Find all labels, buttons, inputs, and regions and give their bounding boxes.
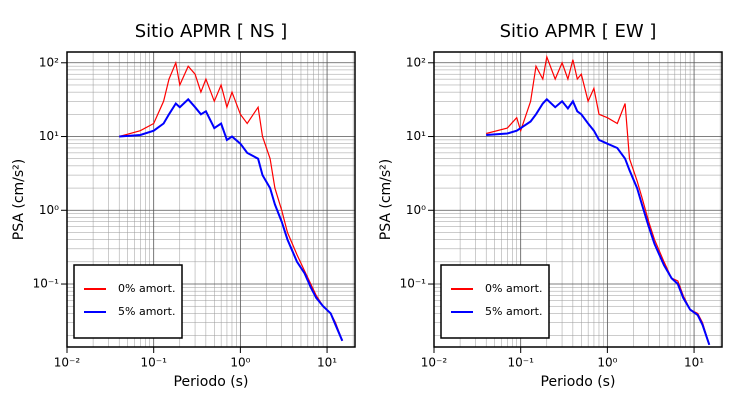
legend-label: 5% amort. — [118, 305, 175, 318]
y-tick-label: 10⁻¹ — [33, 277, 60, 291]
y-axis-label: PSA (cm/s²) — [378, 159, 394, 241]
x-tick-label: 10¹ — [684, 356, 704, 370]
y-tick-label: 10² — [39, 55, 59, 69]
y-tick-label: 10⁰ — [406, 203, 426, 217]
chart-title: Sitio APMR [ NS ] — [135, 21, 288, 42]
y-tick-label: 10¹ — [406, 129, 426, 143]
x-tick-label: 10⁻¹ — [507, 356, 534, 370]
y-tick-label: 10⁰ — [39, 203, 59, 217]
y-tick-label: 10² — [406, 55, 426, 69]
x-axis-label: Periodo (s) — [174, 374, 249, 390]
series-line — [486, 97, 711, 346]
x-tick-label: 10⁻² — [54, 356, 81, 370]
legend-label: 0% amort. — [485, 282, 542, 295]
series-line — [486, 54, 710, 345]
series-line — [119, 97, 344, 342]
x-tick-label: 10¹ — [317, 356, 337, 370]
plot-frame — [66, 51, 356, 348]
legend-label: 0% amort. — [118, 282, 175, 295]
series-line — [119, 60, 343, 342]
x-tick-label: 10⁰ — [230, 356, 250, 370]
y-tick-label: 10⁻¹ — [400, 277, 427, 291]
plot-frame — [433, 51, 723, 348]
y-tick-label: 10¹ — [39, 129, 59, 143]
x-axis-label: Periodo (s) — [541, 374, 616, 390]
legend-label: 5% amort. — [485, 305, 542, 318]
chart-title: Sitio APMR [ EW ] — [500, 21, 657, 42]
x-tick-label: 10⁻¹ — [140, 356, 167, 370]
y-axis-label: PSA (cm/s²) — [11, 159, 27, 241]
x-tick-label: 10⁰ — [597, 356, 617, 370]
x-tick-label: 10⁻² — [421, 356, 448, 370]
legend-box — [440, 264, 550, 339]
legend-box — [73, 264, 183, 339]
